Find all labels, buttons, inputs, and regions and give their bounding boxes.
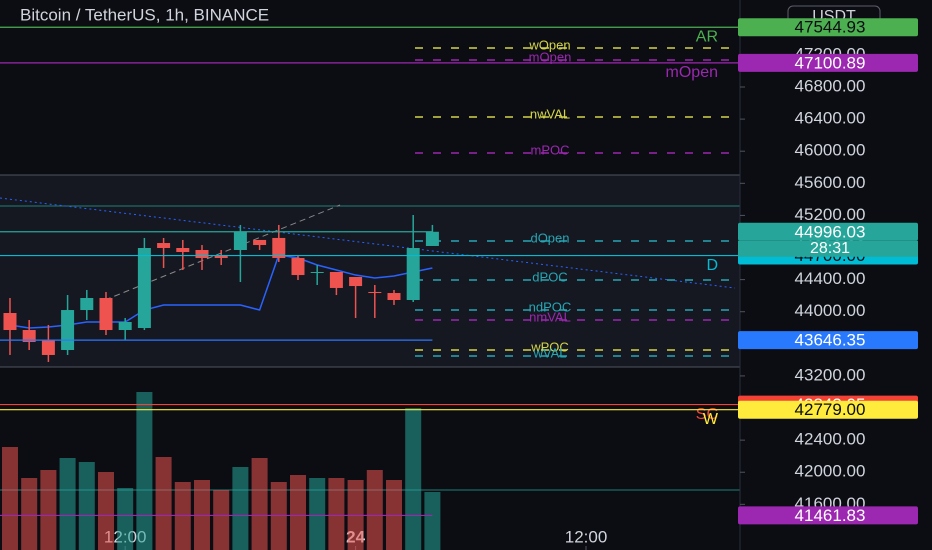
level-label: nwVAL [530,106,570,121]
volume-bar [405,408,422,550]
level-label: mOpen [529,49,572,64]
vwap-line [9,254,433,329]
level-label: wPOC [530,339,569,354]
volume-bar [117,488,134,550]
candle-body [3,313,17,331]
price-label-box [738,331,918,350]
price-label-box [738,53,918,72]
price-label-name: AR [696,28,718,45]
candle-body [387,293,401,300]
candle-body [176,247,190,253]
volume-bar [59,458,76,550]
candle-body [99,297,113,331]
price-label-box [738,222,918,241]
level-label: dOpen [530,230,569,245]
level-label: mPOC [531,142,570,157]
countdown: 28:31 [810,240,850,257]
volume-bar [366,470,383,550]
x-tick-label: 12:00 [565,527,608,546]
chart-title: Bitcoin / TetherUS, 1h, BINANCE [20,5,269,24]
candle-body [61,310,75,350]
volume-bar [232,467,249,550]
price-label: 47100.89 [795,53,866,72]
price-label-box [738,506,918,525]
price-label: 41461.83 [795,506,866,525]
candle-body [310,271,324,273]
candle-body [329,271,343,288]
candle-body [214,254,228,259]
candle-body [425,231,439,246]
price-label-box [738,400,918,419]
y-tick-label: 42000.00 [795,462,866,481]
y-tick-label: 43200.00 [795,365,866,384]
level-label: wOpen [528,37,570,52]
level-label: ndPOC [529,299,572,314]
y-tick-label: 45200.00 [795,205,866,224]
y-tick-label: 45600.00 [795,173,866,192]
y-tick-label: 42400.00 [795,430,866,449]
volume-bar [136,392,153,550]
countdown-box [738,240,918,257]
candle-body [41,339,55,355]
price-label-box [738,18,918,37]
volume-bar [289,475,306,550]
price-label-name: W [703,411,719,428]
candle-body [80,297,94,311]
volume-bar [424,492,441,550]
candle-body [406,247,420,300]
price-label-name: mOpen [666,64,718,81]
level-label: dPOC [532,269,567,284]
volume-bar [251,458,268,550]
candle-body [157,243,171,248]
volume-bar [40,470,57,550]
candle-body [195,250,209,259]
candle-body [233,232,247,250]
volume-bar [155,457,172,550]
candle-body [253,239,267,246]
price-label: 47544.93 [795,18,866,37]
y-tick-label: 44400.00 [795,269,866,288]
level-label: nmVAL [529,309,571,324]
y-tick-label: 44000.00 [795,301,866,320]
volume-bar [309,478,326,550]
y-tick-label: 46000.00 [795,141,866,160]
y-tick-label: 46400.00 [795,109,866,128]
y-tick-label: 46800.00 [795,76,866,95]
candle-body [368,291,382,294]
volume-bar [21,478,38,550]
volume-bar [213,490,230,550]
range-band [0,175,740,367]
volume-bar [328,478,345,550]
level-label: wVAL [533,345,567,360]
volume-bar [97,472,114,550]
candle-body [272,237,286,259]
volume-bar [78,462,95,550]
candle-body [349,276,363,287]
candle-body [291,258,305,276]
price-label: 43646.35 [795,331,866,350]
volume-bar [1,447,18,550]
candle-body [118,321,132,331]
price-label-name: D [706,257,718,274]
price-label: 42779.00 [795,400,866,419]
candle-body [137,247,151,329]
trend-line [0,197,736,289]
price-label: 44996.03 [795,222,866,241]
candle-body [22,330,36,342]
